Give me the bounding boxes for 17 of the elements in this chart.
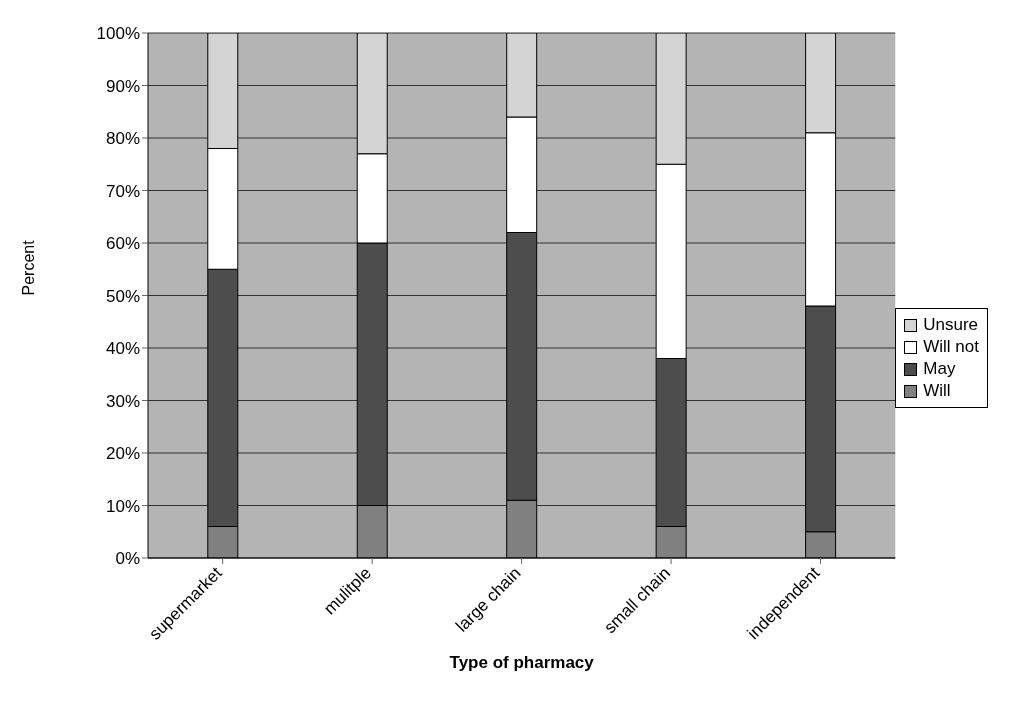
y-tick-label: 40% bbox=[105, 339, 140, 359]
legend-label: Will not bbox=[923, 337, 979, 357]
y-tick-label: 50% bbox=[105, 286, 140, 306]
y-tick-label: 70% bbox=[105, 181, 140, 201]
y-tick-label: 60% bbox=[105, 234, 140, 254]
legend-label: Will bbox=[923, 381, 951, 401]
legend-label: May bbox=[923, 359, 956, 379]
y-axis-title: Percent bbox=[19, 239, 37, 296]
y-tick-label: 20% bbox=[105, 444, 140, 464]
legend-label: Unsure bbox=[923, 315, 979, 335]
y-tick-label: 90% bbox=[105, 76, 140, 96]
x-axis-title: Type of pharmacy bbox=[449, 653, 595, 672]
y-tick-label: 0% bbox=[115, 549, 140, 569]
y-tick-label: 100% bbox=[96, 24, 140, 44]
y-tick-label: 10% bbox=[105, 496, 140, 516]
y-tick-label: 80% bbox=[105, 129, 140, 149]
y-tick-label: 30% bbox=[105, 391, 140, 411]
